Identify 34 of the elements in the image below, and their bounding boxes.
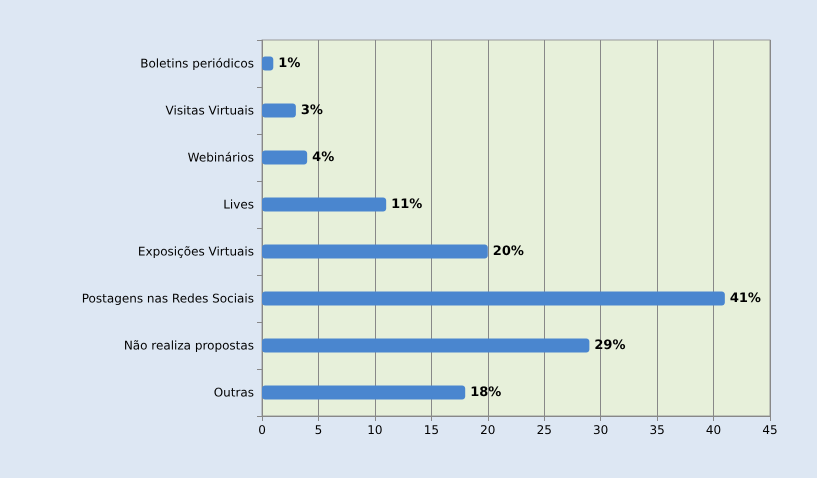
bar <box>262 338 590 352</box>
bar <box>262 150 308 164</box>
x-tick-label: 45 <box>762 423 778 437</box>
bar <box>262 292 725 306</box>
data-label: 3% <box>300 103 323 118</box>
x-tick-label: 10 <box>367 423 383 437</box>
x-tick-label: 25 <box>536 423 552 437</box>
x-tick-label: 20 <box>480 423 496 437</box>
bar <box>262 56 274 70</box>
x-tick-label: 0 <box>258 423 266 437</box>
x-tick-label: 15 <box>424 423 439 437</box>
data-label: 4% <box>312 150 334 165</box>
data-label: 18% <box>470 385 502 400</box>
y-tick-label: Lives <box>223 198 254 212</box>
y-tick-label: Webinários <box>188 150 254 164</box>
y-tick-label: Não realiza propostas <box>124 338 254 352</box>
x-tick-label: 40 <box>706 423 722 437</box>
bar <box>262 244 488 258</box>
y-tick-label: Boletins periódicos <box>140 56 254 70</box>
data-label: 11% <box>391 197 422 212</box>
bar <box>262 386 466 400</box>
bar <box>262 104 296 118</box>
data-label: 1% <box>278 56 300 71</box>
x-tick-label: 30 <box>593 423 608 437</box>
data-label: 41% <box>730 291 761 306</box>
data-label: 29% <box>594 338 626 353</box>
y-tick-label: Outras <box>214 386 254 400</box>
x-tick-label: 5 <box>314 423 322 437</box>
y-tick-label: Exposições Virtuais <box>138 244 254 258</box>
data-label: 20% <box>492 244 524 259</box>
bar <box>262 198 386 212</box>
x-tick-label: 35 <box>649 423 665 437</box>
y-tick-label: Postagens nas Redes Sociais <box>82 292 254 306</box>
y-tick-label: Visitas Virtuais <box>166 104 254 118</box>
